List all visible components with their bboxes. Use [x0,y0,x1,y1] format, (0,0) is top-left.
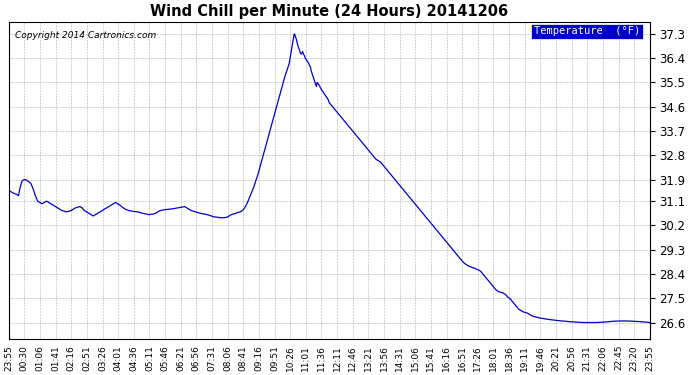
Title: Wind Chill per Minute (24 Hours) 20141206: Wind Chill per Minute (24 Hours) 2014120… [150,4,509,19]
Text: Copyright 2014 Cartronics.com: Copyright 2014 Cartronics.com [15,31,157,40]
Text: Temperature  (°F): Temperature (°F) [534,27,640,36]
